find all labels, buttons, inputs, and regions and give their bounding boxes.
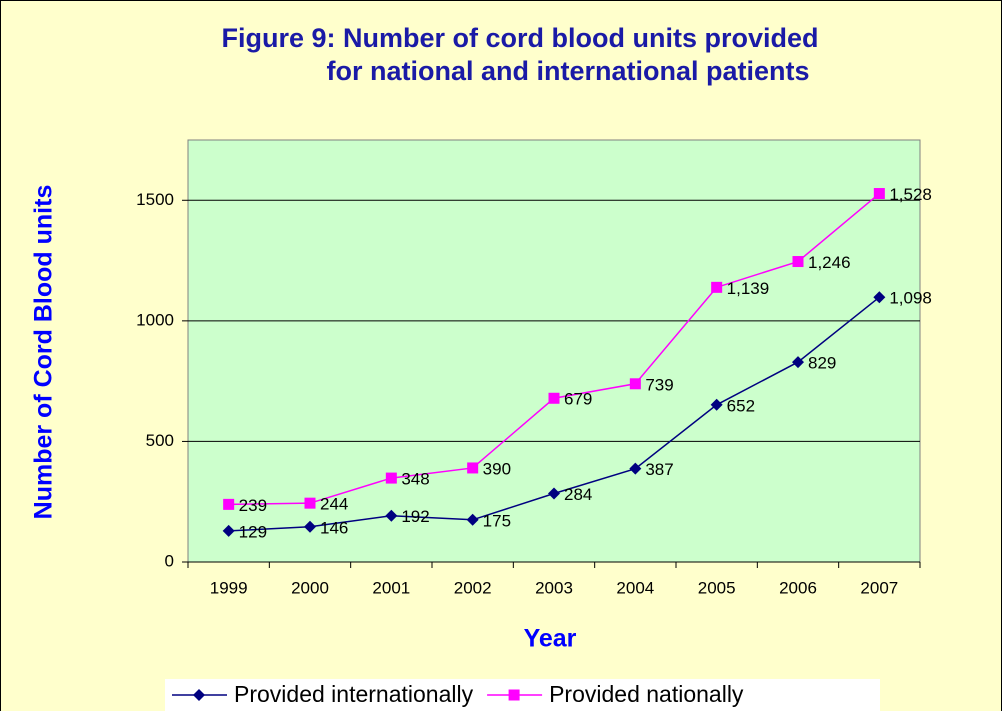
chart-title: Figure 9: Number of cord blood units pro… bbox=[221, 23, 818, 53]
data-label: 192 bbox=[401, 507, 429, 526]
chart-title: for national and international patients bbox=[326, 56, 809, 86]
legend-label: Provided nationally bbox=[549, 681, 744, 707]
data-label: 1,139 bbox=[727, 279, 770, 298]
marker bbox=[629, 462, 642, 475]
data-label: 244 bbox=[320, 495, 348, 514]
data-label: 239 bbox=[239, 496, 267, 515]
x-tick-label: 2004 bbox=[616, 578, 654, 597]
data-label: 175 bbox=[483, 511, 511, 530]
y-tick-label: 0 bbox=[165, 551, 174, 570]
data-label: 387 bbox=[645, 460, 673, 479]
x-tick-label: 2001 bbox=[372, 578, 410, 597]
x-tick-label: 2000 bbox=[291, 578, 329, 597]
marker bbox=[710, 398, 723, 411]
marker bbox=[629, 378, 641, 390]
marker bbox=[304, 497, 316, 509]
y-tick-label: 1500 bbox=[136, 190, 174, 209]
marker bbox=[466, 513, 479, 526]
data-label: 829 bbox=[808, 354, 836, 373]
data-label: 390 bbox=[483, 459, 511, 478]
data-label: 1,098 bbox=[889, 289, 932, 308]
data-label: 348 bbox=[401, 470, 429, 489]
x-tick-label: 2002 bbox=[454, 578, 492, 597]
data-label: 129 bbox=[239, 522, 267, 541]
marker bbox=[792, 356, 804, 369]
marker bbox=[385, 472, 397, 484]
marker bbox=[467, 462, 479, 474]
marker bbox=[385, 509, 398, 522]
marker bbox=[873, 291, 886, 304]
marker bbox=[548, 487, 560, 500]
x-tick-label: 2005 bbox=[698, 578, 736, 597]
marker bbox=[222, 524, 235, 537]
x-axis-label: Year bbox=[524, 625, 577, 653]
data-label: 1,246 bbox=[808, 253, 851, 272]
marker bbox=[508, 689, 520, 701]
marker bbox=[548, 392, 560, 404]
marker bbox=[711, 281, 723, 293]
y-axis-label: Number of Cord Blood units bbox=[30, 185, 58, 520]
data-label: 146 bbox=[320, 518, 348, 537]
y-tick-label: 500 bbox=[146, 431, 174, 450]
data-label: 739 bbox=[645, 375, 673, 394]
data-label: 284 bbox=[564, 485, 592, 504]
x-tick-label: 2003 bbox=[535, 578, 573, 597]
marker bbox=[792, 256, 804, 268]
x-tick-label: 1999 bbox=[210, 578, 248, 597]
legend-label: Provided internationally bbox=[234, 681, 474, 707]
marker bbox=[873, 188, 885, 200]
marker bbox=[304, 520, 316, 533]
data-label: 679 bbox=[564, 390, 592, 409]
data-label: 1,528 bbox=[889, 185, 932, 204]
y-tick-label: 1000 bbox=[136, 310, 174, 329]
data-label: 652 bbox=[727, 396, 755, 415]
marker bbox=[223, 498, 235, 510]
x-tick-label: 2006 bbox=[779, 578, 817, 597]
x-tick-label: 2007 bbox=[860, 578, 898, 597]
marker bbox=[193, 689, 205, 701]
